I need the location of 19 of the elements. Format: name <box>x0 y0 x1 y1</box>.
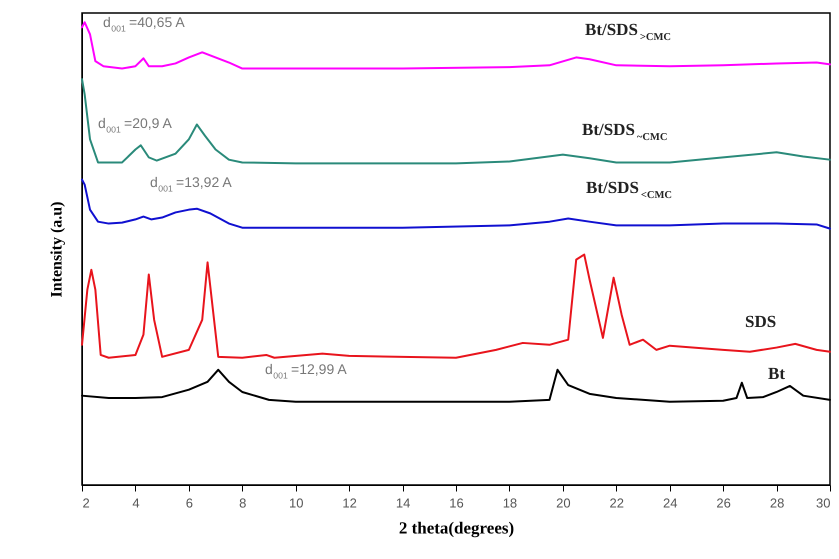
x-tick-label: 2 <box>82 496 90 510</box>
x-tick-label: 16 <box>449 496 464 510</box>
series-label: Bt <box>768 364 786 383</box>
x-tick-label: 22 <box>610 496 624 510</box>
x-axis-title: 2 theta(degrees) <box>398 518 514 538</box>
x-tick-label: 30 <box>816 496 830 510</box>
x-tick-label: 4 <box>132 496 140 510</box>
x-tick-label: 28 <box>770 496 784 510</box>
x-tick-label: 12 <box>342 496 357 510</box>
x-tick-label: 18 <box>502 496 518 510</box>
x-tick-label: 10 <box>288 496 304 510</box>
x-tick-label: 8 <box>239 496 246 510</box>
series-label: SDS <box>745 312 776 331</box>
x-tick-label: 14 <box>396 496 410 510</box>
x-tick-label: 6 <box>186 496 193 510</box>
x-tick-label: 24 <box>662 496 678 510</box>
x-tick-label: 20 <box>556 496 571 510</box>
x-tick-label: 26 <box>716 496 731 510</box>
y-axis-title: Intensity (a.u) <box>48 201 66 298</box>
